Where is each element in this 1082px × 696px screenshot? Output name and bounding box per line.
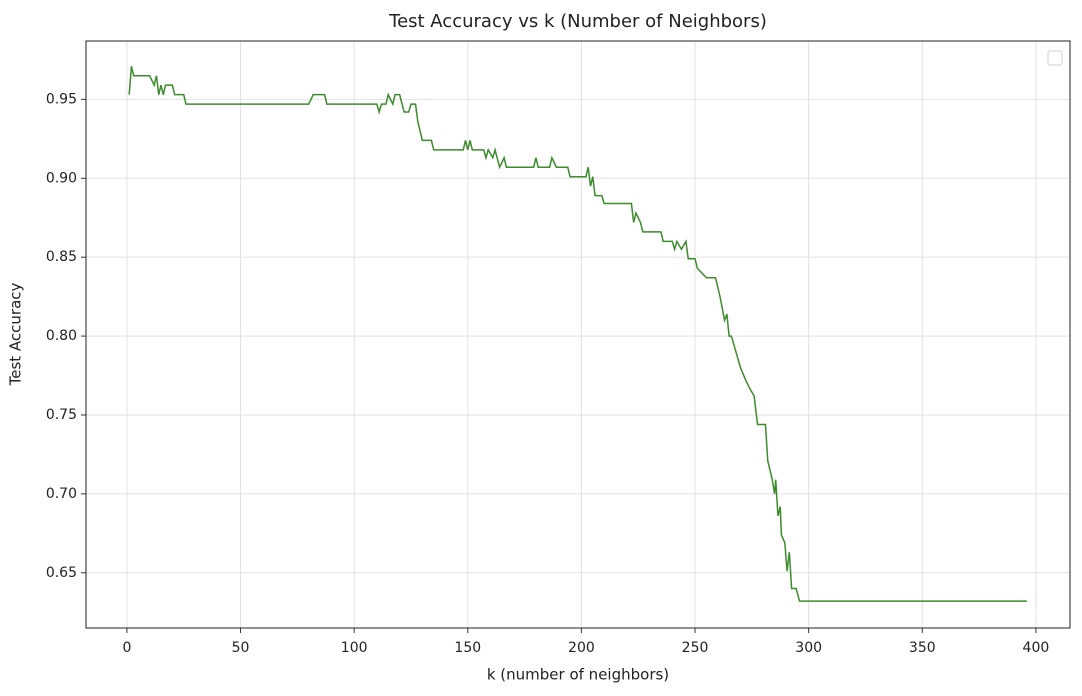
- x-tick-label: 0: [122, 640, 131, 656]
- x-tick-label: 400: [1023, 640, 1050, 656]
- x-tick-label: 200: [568, 640, 595, 656]
- x-tick-label: 300: [795, 640, 822, 656]
- x-tick-label: 50: [232, 640, 250, 656]
- y-tick-label: 0.95: [46, 91, 77, 107]
- y-tick-label: 0.65: [46, 565, 77, 581]
- legend: [1047, 50, 1063, 66]
- y-tick-label: 0.80: [46, 328, 77, 344]
- y-tick-label: 0.90: [46, 170, 77, 186]
- y-axis-label: Test Accuracy: [7, 282, 25, 386]
- data-line: [128, 66, 1027, 602]
- x-tick-label: 350: [909, 640, 936, 656]
- y-tick-label: 0.70: [46, 486, 77, 502]
- x-tick-label: 100: [341, 640, 368, 656]
- x-tick-label: 150: [454, 640, 481, 656]
- plot-frame: [85, 40, 1071, 629]
- y-tick-label: 0.85: [46, 249, 77, 265]
- chart-title: Test Accuracy vs k (Number of Neighbors): [388, 11, 767, 32]
- x-tick-label: 250: [682, 640, 709, 656]
- x-axis-label: k (number of neighbors): [487, 666, 669, 684]
- y-tick-label: 0.75: [46, 407, 77, 423]
